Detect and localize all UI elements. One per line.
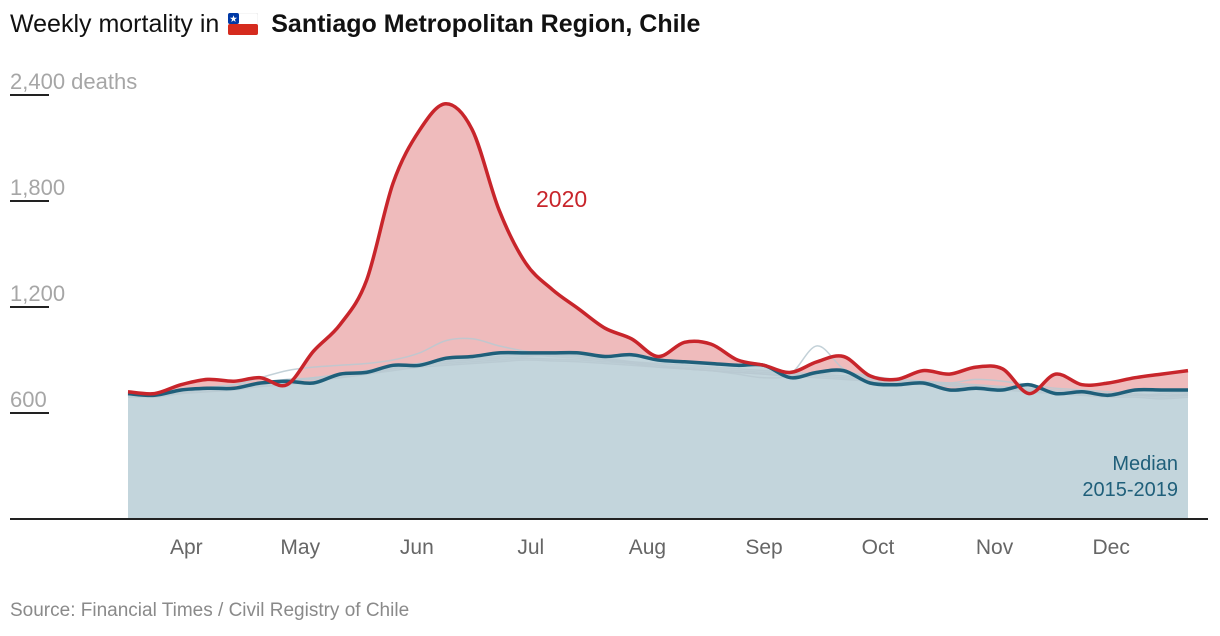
area-median <box>128 352 1188 519</box>
x-axis: Apr May Jun Jul Aug Sep Oct Nov Dec <box>170 536 1130 559</box>
past-year-line-2019 <box>127 359 1189 400</box>
label-median-line1: Median <box>1112 453 1178 475</box>
x-tick-label: Apr <box>170 536 203 559</box>
title-prefix: Weekly mortality in <box>10 10 220 38</box>
mortality-chart: 600 1,200 1,800 2,400 deaths Apr May Jun Jul Au… <box>10 69 1208 559</box>
label-median-line2: 2015-2019 <box>1082 479 1178 501</box>
x-tick-label: Sep <box>745 536 782 559</box>
y-tick-label: 1,800 <box>10 175 65 200</box>
y-axis: 600 1,200 1,800 2,400 deaths <box>10 69 137 414</box>
chart-title: Weekly mortality in Santiago Metropolita… <box>10 10 700 39</box>
y-tick-label: 2,400 deaths <box>10 69 137 94</box>
series-lines <box>127 102 1189 398</box>
chart-areas <box>128 103 1188 520</box>
y-tick-label: 1,200 <box>10 281 65 306</box>
line-2020 <box>127 102 1189 396</box>
x-tick-label: Jul <box>517 536 544 559</box>
chile-flag-icon <box>228 13 259 35</box>
title-region: Santiago Metropolitan Region, Chile <box>271 10 701 38</box>
x-tick-label: Aug <box>629 536 666 559</box>
x-tick-label: May <box>280 536 320 559</box>
line-median <box>127 350 1188 398</box>
x-tick-label: Nov <box>976 536 1014 559</box>
label-2020: 2020 <box>536 186 587 212</box>
y-tick-label: 600 <box>10 387 47 412</box>
x-tick-label: Dec <box>1092 536 1129 559</box>
x-tick-label: Jun <box>400 536 434 559</box>
x-tick-label: Oct <box>862 536 895 559</box>
source-note: Source: Financial Times / Civil Registry… <box>10 600 410 621</box>
series-labels: 2020 Median 2015-2019 <box>536 186 1178 501</box>
